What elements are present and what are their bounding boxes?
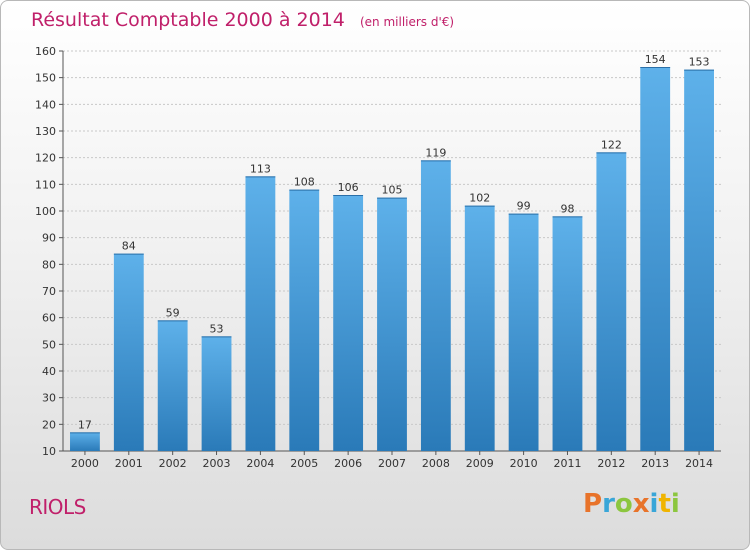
y-tick-label: 120 (35, 152, 56, 165)
y-tick-label: 100 (35, 205, 56, 218)
x-tick-label: 2013 (641, 457, 669, 470)
data-label: 119 (425, 146, 446, 159)
title-row: Résultat Comptable 2000 à 2014 (en milli… (31, 9, 454, 31)
y-tick-label: 130 (35, 125, 56, 138)
proxiti-logo: Proxiti (583, 489, 680, 519)
x-tick-label: 2002 (159, 457, 187, 470)
bar (508, 213, 539, 451)
data-label: 102 (469, 192, 490, 205)
x-tick-label: 2005 (290, 457, 318, 470)
data-label: 105 (382, 184, 403, 197)
logo-letter: x (632, 489, 650, 519)
bar (157, 320, 188, 451)
bar (420, 160, 451, 452)
logo-letter: P (583, 489, 603, 519)
y-tick-label: 110 (35, 178, 56, 191)
bar (640, 67, 671, 451)
data-label: 99 (517, 200, 531, 213)
bar (289, 189, 320, 451)
data-label: 17 (78, 418, 92, 431)
chart-title: Résultat Comptable 2000 à 2014 (31, 9, 345, 31)
y-tick-label: 60 (42, 312, 56, 325)
data-label: 106 (338, 181, 359, 194)
x-tick-label: 2009 (466, 457, 494, 470)
x-tick-label: 2003 (203, 457, 231, 470)
x-tick-label: 2007 (378, 457, 406, 470)
town-name: RIOLS (29, 495, 86, 519)
bar (464, 205, 495, 451)
y-tick-label: 10 (42, 445, 56, 458)
bar (113, 253, 144, 451)
data-label: 153 (689, 56, 710, 69)
x-tick-label: 2006 (334, 457, 362, 470)
logo-letter: i (670, 489, 680, 519)
y-tick-label: 50 (42, 338, 56, 351)
logo-letter: i (649, 489, 659, 519)
data-label: 98 (560, 202, 574, 215)
bar (245, 176, 276, 452)
y-tick-label: 20 (42, 418, 56, 431)
bar (201, 336, 232, 451)
bar (552, 216, 583, 451)
x-tick-label: 2004 (246, 457, 274, 470)
y-tick-label: 80 (42, 258, 56, 271)
y-tick-label: 160 (35, 45, 56, 58)
logo-letter: r (602, 489, 615, 519)
bar (684, 69, 714, 452)
y-tick-label: 150 (35, 72, 56, 85)
data-label: 59 (166, 306, 180, 319)
y-tick-label: 40 (42, 365, 56, 378)
x-tick-label: 2000 (71, 457, 99, 470)
y-tick-label: 90 (42, 232, 56, 245)
x-tick-label: 2008 (422, 457, 450, 470)
data-label: 122 (601, 138, 622, 151)
logo-letter: t (658, 489, 671, 519)
y-tick-label: 140 (35, 98, 56, 111)
bar (377, 197, 407, 451)
x-tick-label: 2001 (115, 457, 143, 470)
x-tick-label: 2011 (553, 457, 581, 470)
x-tick-label: 2010 (510, 457, 538, 470)
chart-subtitle: (en milliers d'€) (359, 15, 455, 29)
y-tick-label: 70 (42, 285, 56, 298)
y-tick-label: 30 (42, 392, 56, 405)
x-tick-label: 2012 (597, 457, 625, 470)
logo-letter: o (614, 489, 633, 519)
bar (333, 195, 364, 451)
data-label: 84 (122, 240, 136, 253)
data-label: 154 (645, 53, 666, 66)
bar (596, 152, 627, 452)
data-label: 53 (210, 322, 224, 335)
data-label: 113 (250, 162, 271, 175)
x-tick-label: 2014 (685, 457, 713, 470)
bar (70, 432, 100, 451)
data-label: 108 (294, 176, 315, 189)
